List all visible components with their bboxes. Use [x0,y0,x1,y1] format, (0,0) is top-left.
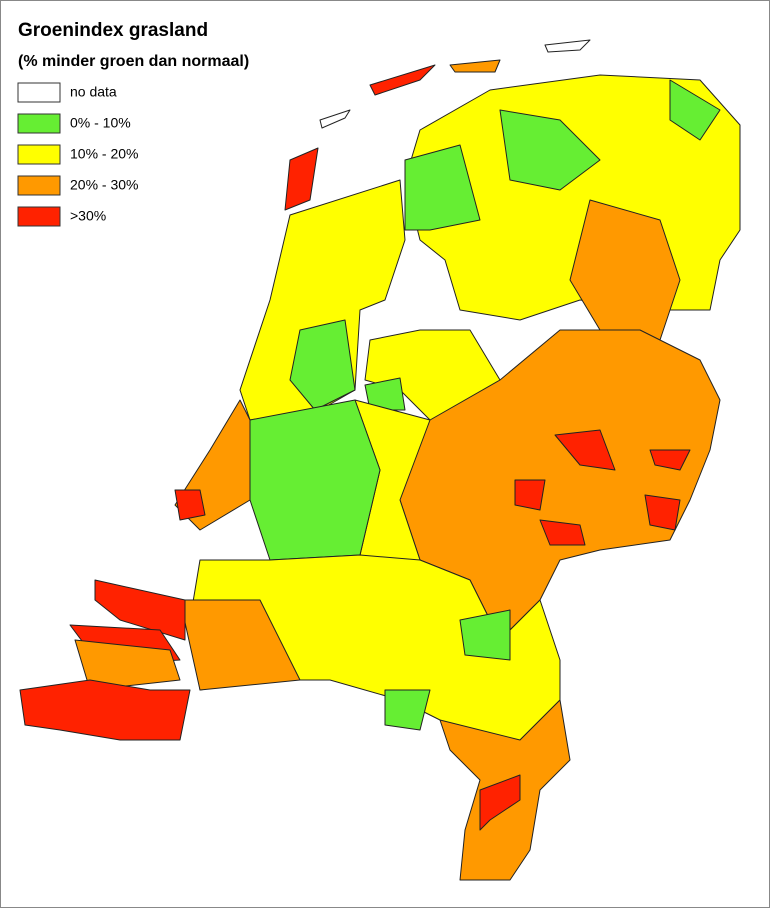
region [74,639,181,691]
legend-swatch [17,206,61,227]
region [649,449,691,471]
region [289,319,356,411]
region [459,609,511,661]
legend-swatch [17,175,61,196]
region [249,399,381,561]
title: Groenindex grasland [18,20,208,41]
region [369,64,436,96]
legend-label: 20% - 30% [70,177,138,193]
subtitle: (% minder groen dan normaal) [18,53,249,70]
regions [19,39,741,881]
region [19,679,191,741]
region [544,39,591,53]
legend-label: >30% [70,208,106,224]
region [364,377,406,411]
legend-swatch [17,113,61,134]
region [284,147,319,211]
region [449,59,501,73]
legend-label: 0% - 10% [70,115,131,131]
region [554,429,616,471]
region [319,109,351,129]
region [174,489,206,521]
region [404,144,481,231]
legend-label: 10% - 20% [70,146,138,162]
legend-swatch [17,82,61,103]
region [514,479,546,511]
legend-label: no data [70,84,117,100]
region [384,689,431,731]
region [499,109,601,191]
legend-swatch [17,144,61,165]
legend: no data 0% - 10% 10% - 20% 20% - 30% >30% [17,82,138,227]
region [539,519,586,546]
region [644,494,681,531]
region [669,79,721,141]
region [179,599,301,691]
region [479,774,521,831]
